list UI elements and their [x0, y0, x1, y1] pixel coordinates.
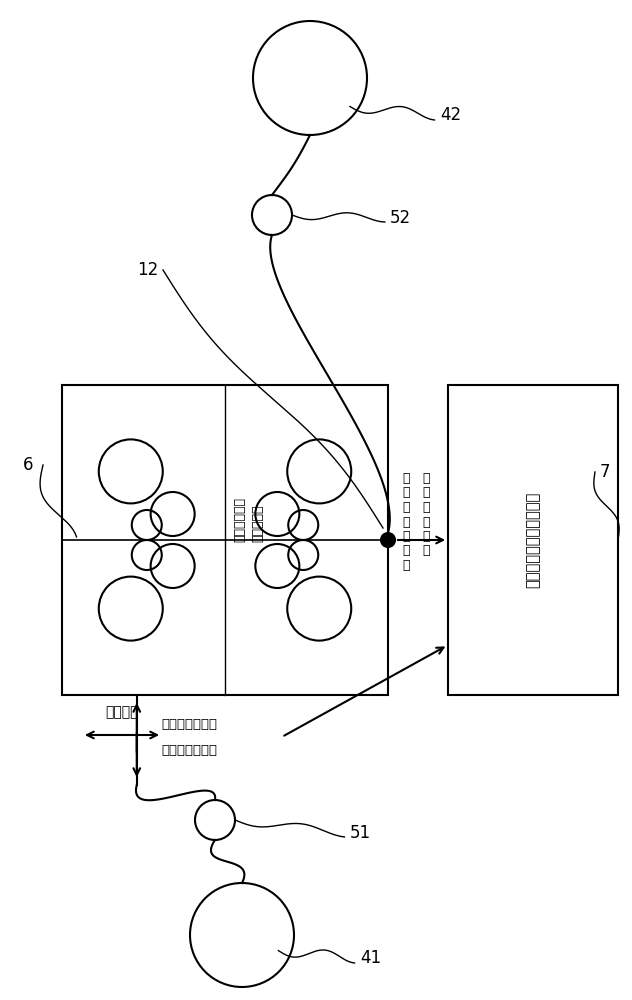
- Circle shape: [381, 533, 395, 547]
- Text: 42: 42: [440, 106, 461, 124]
- Text: 口
出
张
力
分
布
值: 口 出 张 力 分 布 值: [402, 472, 410, 572]
- Text: 7: 7: [600, 463, 611, 481]
- Text: 轧制方向: 轧制方向: [106, 705, 139, 719]
- Text: 52: 52: [390, 209, 411, 227]
- Text: 12: 12: [137, 261, 159, 279]
- Text: 上一道次出口张: 上一道次出口张: [162, 718, 218, 732]
- Text: 6: 6: [23, 456, 33, 474]
- Text: 各个板形执行
机构调节量: 各个板形执行 机构调节量: [233, 497, 264, 542]
- Text: 51: 51: [350, 824, 371, 842]
- Bar: [62, 385, 388, 695]
- Text: 应力宽向分布値: 应力宽向分布値: [162, 744, 218, 756]
- Text: 跳偏与板形自动控制单元: 跳偏与板形自动控制单元: [525, 492, 540, 588]
- Bar: [448, 385, 618, 695]
- Text: 控
张
力
方
向
分: 控 张 力 方 向 分: [422, 472, 430, 558]
- Text: 41: 41: [360, 949, 381, 967]
